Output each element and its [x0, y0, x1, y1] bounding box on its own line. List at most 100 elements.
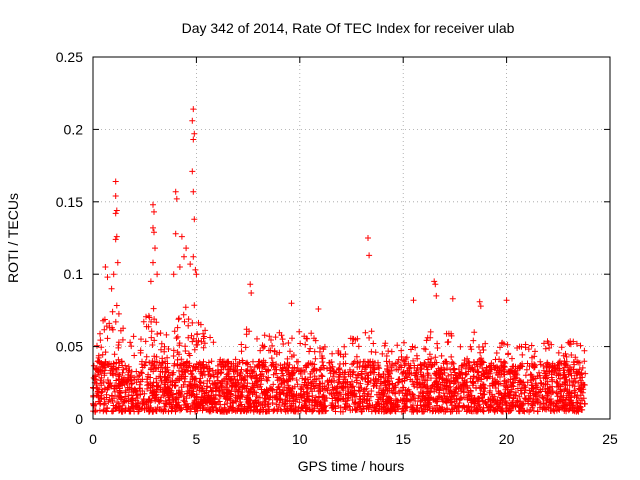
- data-point: [503, 399, 509, 406]
- data-point: [380, 371, 387, 377]
- data-point: [161, 381, 168, 388]
- data-point: [404, 388, 411, 394]
- data-point: [157, 368, 164, 375]
- data-point: [218, 366, 225, 373]
- data-point: [371, 359, 378, 366]
- data-point: [126, 386, 133, 393]
- data-point: [478, 376, 485, 383]
- data-point: [434, 383, 441, 390]
- data-point: [115, 371, 122, 378]
- data-point: [462, 365, 469, 372]
- data-point: [146, 396, 152, 403]
- data-point: [247, 373, 254, 380]
- data-point: [181, 253, 187, 260]
- chart-title: Day 342 of 2014, Rate Of TEC Index for r…: [182, 20, 515, 36]
- data-point: [434, 402, 440, 409]
- data-point: [118, 396, 125, 403]
- data-point: [372, 376, 379, 383]
- y-tick-label: 0.1: [64, 266, 84, 282]
- data-point: [115, 356, 122, 363]
- data-point: [494, 363, 500, 370]
- data-point: [426, 351, 433, 358]
- data-point: [532, 393, 539, 400]
- data-point: [276, 402, 283, 408]
- data-point: [294, 365, 301, 371]
- data-point: [411, 406, 418, 413]
- data-point: [372, 407, 379, 414]
- data-point: [224, 390, 231, 397]
- data-point: [424, 334, 431, 341]
- data-point: [434, 345, 441, 351]
- data-point: [310, 407, 317, 414]
- data-point: [150, 379, 157, 386]
- data-point: [120, 366, 127, 373]
- data-point: [341, 343, 348, 350]
- data-point: [352, 399, 359, 406]
- data-point: [303, 335, 310, 342]
- data-point: [370, 340, 377, 347]
- data-point: [174, 356, 181, 363]
- data-point: [165, 385, 172, 392]
- data-point: [505, 350, 512, 357]
- data-point: [264, 377, 271, 384]
- data-point: [156, 398, 163, 405]
- data-point: [349, 361, 356, 368]
- data-point: [115, 364, 122, 371]
- x-tick-label: 25: [602, 431, 618, 447]
- data-point: [336, 376, 343, 383]
- data-point: [198, 338, 205, 345]
- data-point: [504, 341, 511, 348]
- data-point: [131, 352, 138, 359]
- data-point: [262, 366, 269, 373]
- data-point: [579, 397, 586, 404]
- data-point: [334, 390, 341, 397]
- data-point: [290, 407, 297, 414]
- plot-frame: [92, 56, 611, 420]
- data-point: [509, 355, 515, 362]
- data-point: [423, 337, 430, 344]
- data-point: [354, 364, 361, 371]
- data-point: [329, 395, 336, 402]
- data-point: [534, 408, 541, 415]
- data-point: [468, 392, 475, 399]
- data-point: [238, 341, 245, 348]
- x-axis-title: GPS time / hours: [298, 458, 405, 474]
- data-point: [576, 374, 583, 381]
- data-point: [332, 402, 339, 409]
- data-point: [337, 408, 344, 415]
- data-point: [201, 340, 208, 347]
- data-point: [358, 368, 365, 375]
- data-point: [269, 400, 276, 406]
- data-point: [97, 400, 103, 407]
- data-point: [188, 371, 195, 378]
- data-point: [150, 259, 156, 266]
- data-point: [312, 337, 319, 344]
- data-point: [165, 408, 172, 415]
- data-point: [157, 374, 164, 381]
- data-point: [333, 389, 340, 396]
- data-point: [163, 331, 170, 338]
- data-point: [525, 396, 532, 402]
- data-point: [224, 408, 231, 415]
- data-point: [355, 384, 362, 391]
- data-point: [398, 362, 404, 369]
- data-point: [280, 377, 287, 383]
- data-point: [173, 402, 180, 409]
- data-point: [185, 403, 191, 410]
- data-point: [559, 403, 565, 410]
- data-point: [341, 374, 348, 381]
- data-point: [424, 364, 431, 371]
- data-point: [464, 407, 471, 414]
- data-point: [194, 331, 200, 337]
- data-point: [506, 395, 513, 402]
- data-point: [427, 389, 434, 396]
- data-point: [142, 338, 149, 345]
- data-point: [432, 354, 439, 361]
- data-point: [431, 278, 438, 285]
- data-point: [235, 405, 242, 412]
- data-point: [523, 366, 530, 373]
- data-point: [221, 393, 228, 400]
- data-point: [127, 408, 134, 415]
- data-point: [201, 333, 208, 340]
